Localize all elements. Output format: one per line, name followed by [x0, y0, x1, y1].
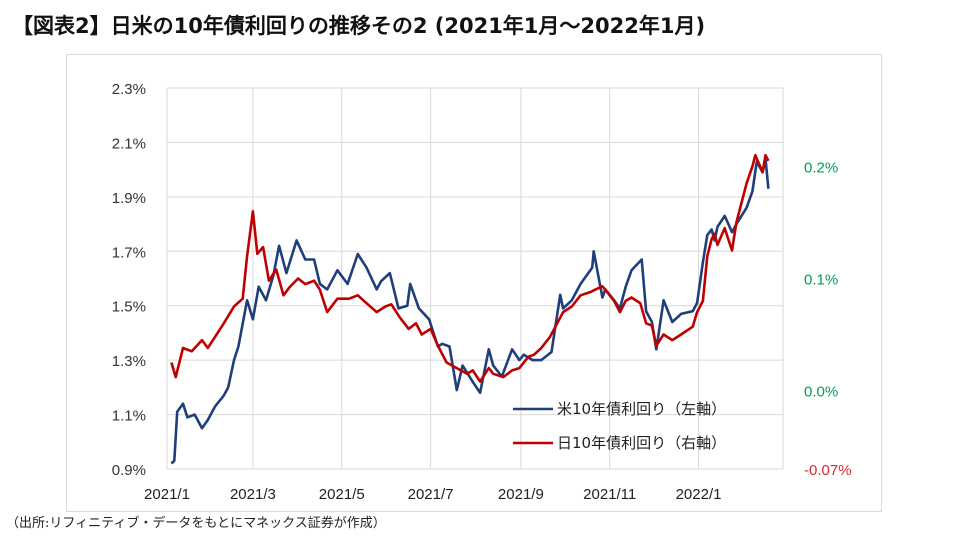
left-axis: 0.9% 1.1% 1.3% 1.5% 1.7% 1.9% 2.1% 2.3%: [112, 81, 146, 479]
x-tick-label: 2022/1: [676, 486, 722, 503]
grid-lines: [166, 87, 784, 470]
source-note: （出所:リフィニティブ・データをもとにマネックス証券が作成）: [6, 516, 386, 531]
x-tick-label: 2021/5: [319, 486, 365, 503]
right-tick-label: 0.0%: [804, 384, 838, 401]
left-tick-label: 2.1%: [112, 135, 146, 152]
left-tick-label: 1.9%: [112, 190, 146, 207]
x-tick-label: 2021/7: [408, 486, 454, 503]
jp-yield-line: [170, 153, 770, 383]
legend-label: 日10年債利回り（右軸）: [557, 434, 726, 452]
series-lines: [170, 153, 770, 465]
x-axis: 2021/1 2021/3 2021/5 2021/7 2021/9 2021/11 202…: [144, 486, 721, 503]
left-tick-label: 0.9%: [112, 462, 146, 479]
chart-legend: 米10年債利回り（左軸） 日10年債利回り（右軸）: [513, 400, 726, 452]
left-tick-label: 1.5%: [112, 299, 146, 316]
right-tick-label: 0.2%: [804, 159, 838, 176]
right-tick-label: -0.07%: [804, 462, 852, 479]
x-tick-label: 2021/9: [498, 486, 544, 503]
chart-title: 【図表2】日米の10年債利回りの推移その2 (2021年1月～2022年1月): [12, 14, 706, 38]
left-tick-label: 1.7%: [112, 244, 146, 261]
left-tick-label: 2.3%: [112, 81, 146, 98]
x-tick-label: 2021/1: [144, 486, 190, 503]
right-axis: 0.2% 0.1% 0.0% -0.07%: [804, 159, 852, 479]
us-yield-line: [170, 157, 770, 465]
x-tick-label: 2021/3: [230, 486, 276, 503]
x-tick-label: 2021/11: [583, 486, 636, 503]
legend-label: 米10年債利回り（左軸）: [557, 400, 726, 418]
chart-frame: [66, 54, 882, 512]
left-tick-label: 1.3%: [112, 353, 146, 370]
right-tick-label: 0.1%: [804, 272, 838, 289]
left-tick-label: 1.1%: [112, 408, 146, 425]
